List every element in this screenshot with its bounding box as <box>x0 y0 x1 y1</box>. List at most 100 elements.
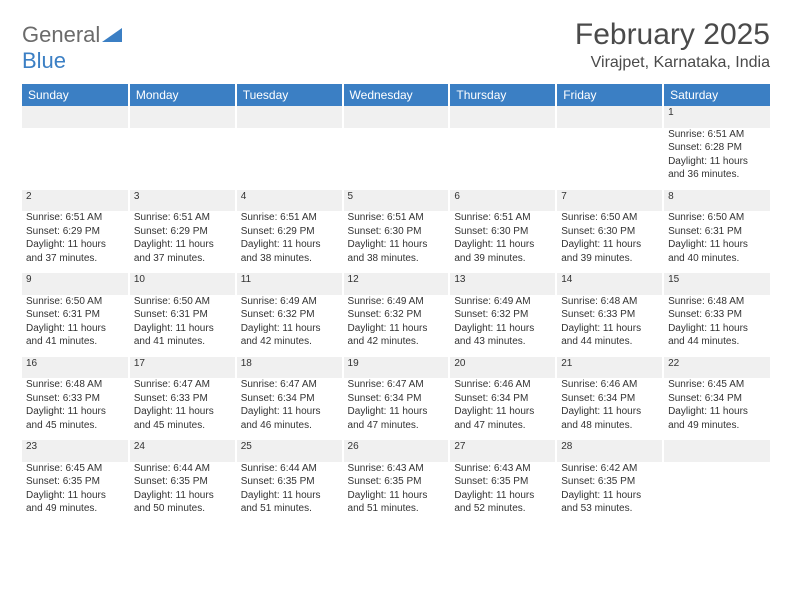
day-number: 24 <box>129 440 236 462</box>
day1-text: Daylight: 11 hours <box>668 238 766 252</box>
sunset-text: Sunset: 6:31 PM <box>26 308 124 322</box>
day1-text: Daylight: 11 hours <box>241 238 338 252</box>
day2-text: and 37 minutes. <box>134 252 231 266</box>
day2-text: and 42 minutes. <box>241 335 338 349</box>
day2-text: and 51 minutes. <box>241 502 338 516</box>
day-content-row: Sunrise: 6:45 AMSunset: 6:35 PMDaylight:… <box>22 462 770 524</box>
day2-text: and 38 minutes. <box>241 252 338 266</box>
weekday-thursday: Thursday <box>449 84 556 106</box>
day2-text: and 42 minutes. <box>348 335 445 349</box>
day2-text: and 44 minutes. <box>668 335 766 349</box>
day-cell: Sunrise: 6:51 AMSunset: 6:30 PMDaylight:… <box>343 211 450 273</box>
day-cell: Sunrise: 6:51 AMSunset: 6:30 PMDaylight:… <box>449 211 556 273</box>
sunset-text: Sunset: 6:32 PM <box>454 308 551 322</box>
day1-text: Daylight: 11 hours <box>134 405 231 419</box>
sunrise-text: Sunrise: 6:51 AM <box>454 211 551 225</box>
sunrise-text: Sunrise: 6:44 AM <box>241 462 338 476</box>
day-number: 2 <box>22 190 129 212</box>
weekday-wednesday: Wednesday <box>343 84 450 106</box>
day-cell: Sunrise: 6:45 AMSunset: 6:34 PMDaylight:… <box>663 378 770 440</box>
day2-text: and 39 minutes. <box>561 252 658 266</box>
day-number: 15 <box>663 273 770 295</box>
day-content-row: Sunrise: 6:51 AMSunset: 6:28 PMDaylight:… <box>22 128 770 190</box>
day-number: 22 <box>663 357 770 379</box>
day1-text: Daylight: 11 hours <box>454 238 551 252</box>
logo-text: General Blue <box>22 22 122 74</box>
day2-text: and 53 minutes. <box>561 502 658 516</box>
sunrise-text: Sunrise: 6:49 AM <box>454 295 551 309</box>
day-number: 25 <box>236 440 343 462</box>
day-cell <box>236 128 343 190</box>
day-cell: Sunrise: 6:46 AMSunset: 6:34 PMDaylight:… <box>556 378 663 440</box>
sunset-text: Sunset: 6:35 PM <box>134 475 231 489</box>
sunrise-text: Sunrise: 6:51 AM <box>348 211 445 225</box>
sunrise-text: Sunrise: 6:50 AM <box>561 211 658 225</box>
sunset-text: Sunset: 6:30 PM <box>561 225 658 239</box>
day1-text: Daylight: 11 hours <box>668 155 766 169</box>
day-cell: Sunrise: 6:47 AMSunset: 6:34 PMDaylight:… <box>343 378 450 440</box>
day1-text: Daylight: 11 hours <box>241 489 338 503</box>
day-cell: Sunrise: 6:47 AMSunset: 6:34 PMDaylight:… <box>236 378 343 440</box>
day2-text: and 38 minutes. <box>348 252 445 266</box>
day-cell: Sunrise: 6:44 AMSunset: 6:35 PMDaylight:… <box>129 462 236 524</box>
sunset-text: Sunset: 6:33 PM <box>668 308 766 322</box>
sunset-text: Sunset: 6:28 PM <box>668 141 766 155</box>
sunset-text: Sunset: 6:33 PM <box>134 392 231 406</box>
logo-triangle-icon <box>102 22 122 47</box>
day1-text: Daylight: 11 hours <box>26 405 124 419</box>
day-cell <box>556 128 663 190</box>
day-number: 12 <box>343 273 450 295</box>
weekday-tuesday: Tuesday <box>236 84 343 106</box>
day1-text: Daylight: 11 hours <box>561 489 658 503</box>
day-number <box>236 106 343 128</box>
day1-text: Daylight: 11 hours <box>241 322 338 336</box>
sunset-text: Sunset: 6:35 PM <box>454 475 551 489</box>
sunset-text: Sunset: 6:33 PM <box>561 308 658 322</box>
day-number-row: 9101112131415 <box>22 273 770 295</box>
day2-text: and 39 minutes. <box>454 252 551 266</box>
sunrise-text: Sunrise: 6:42 AM <box>561 462 658 476</box>
day-content-row: Sunrise: 6:51 AM Sunset: 6:29 PM Daylight:… <box>22 211 770 273</box>
day-number: 21 <box>556 357 663 379</box>
sunset-text: Sunset: 6:32 PM <box>241 308 338 322</box>
sunset-text: Sunset: 6:31 PM <box>668 225 766 239</box>
day2-text: and 48 minutes. <box>561 419 658 433</box>
day2-text: and 49 minutes. <box>26 502 124 516</box>
sunset-text: Sunset: 6:35 PM <box>241 475 338 489</box>
sunset-text: Sunset: 6:31 PM <box>134 308 231 322</box>
day-cell <box>129 128 236 190</box>
weekday-sunday: Sunday <box>22 84 129 106</box>
sunset-text: Sunset: 6:32 PM <box>348 308 445 322</box>
month-title: February 2025 <box>575 18 770 52</box>
sunset-text: Sunset: 6:34 PM <box>454 392 551 406</box>
day2-text: and 46 minutes. <box>241 419 338 433</box>
day-number: 14 <box>556 273 663 295</box>
sunrise-text: Sunrise: 6:46 AM <box>454 378 551 392</box>
sunrise-text: Sunrise: 6:47 AM <box>241 378 338 392</box>
sunrise-text: Sunrise: 6:51 AM <box>241 211 338 225</box>
sunset-text: Sunset: 6:35 PM <box>561 475 658 489</box>
day-cell: Sunrise: 6:49 AMSunset: 6:32 PMDaylight:… <box>236 295 343 357</box>
sunrise-text: Sunrise: 6:46 AM <box>561 378 658 392</box>
day-cell: Sunrise: 6:45 AMSunset: 6:35 PMDaylight:… <box>22 462 129 524</box>
day1-text: Daylight: 11 hours <box>26 489 124 503</box>
day-cell: Sunrise: 6:42 AMSunset: 6:35 PMDaylight:… <box>556 462 663 524</box>
day-cell <box>22 128 129 190</box>
sunrise-text: Sunrise: 6:50 AM <box>26 295 124 309</box>
day-cell: Sunrise: 6:51 AMSunset: 6:29 PMDaylight:… <box>22 211 129 273</box>
day1-text: Daylight: 11 hours <box>348 405 445 419</box>
sunset-text: Sunset: 6:29 PM <box>134 225 231 239</box>
sunset-text: Sunset: 6:29 PM <box>26 225 124 239</box>
day2-text: and 51 minutes. <box>348 502 445 516</box>
day-number <box>663 440 770 462</box>
sunset-text: Sunset: 6:34 PM <box>241 392 338 406</box>
weekday-friday: Friday <box>556 84 663 106</box>
calendar-page: General Blue February 2025 Virajpet, Kar… <box>0 0 792 542</box>
day-cell: Sunrise: 6:43 AMSunset: 6:35 PMDaylight:… <box>449 462 556 524</box>
sunrise-text: Sunrise: 6:44 AM <box>134 462 231 476</box>
sunrise-text: Sunrise: 6:48 AM <box>26 378 124 392</box>
day-number: 4 <box>236 190 343 212</box>
day2-text: and 36 minutes. <box>668 168 766 182</box>
day-cell: Sunrise: 6:51 AMSunset: 6:28 PMDaylight:… <box>663 128 770 190</box>
sunrise-text: Sunrise: 6:49 AM <box>241 295 338 309</box>
